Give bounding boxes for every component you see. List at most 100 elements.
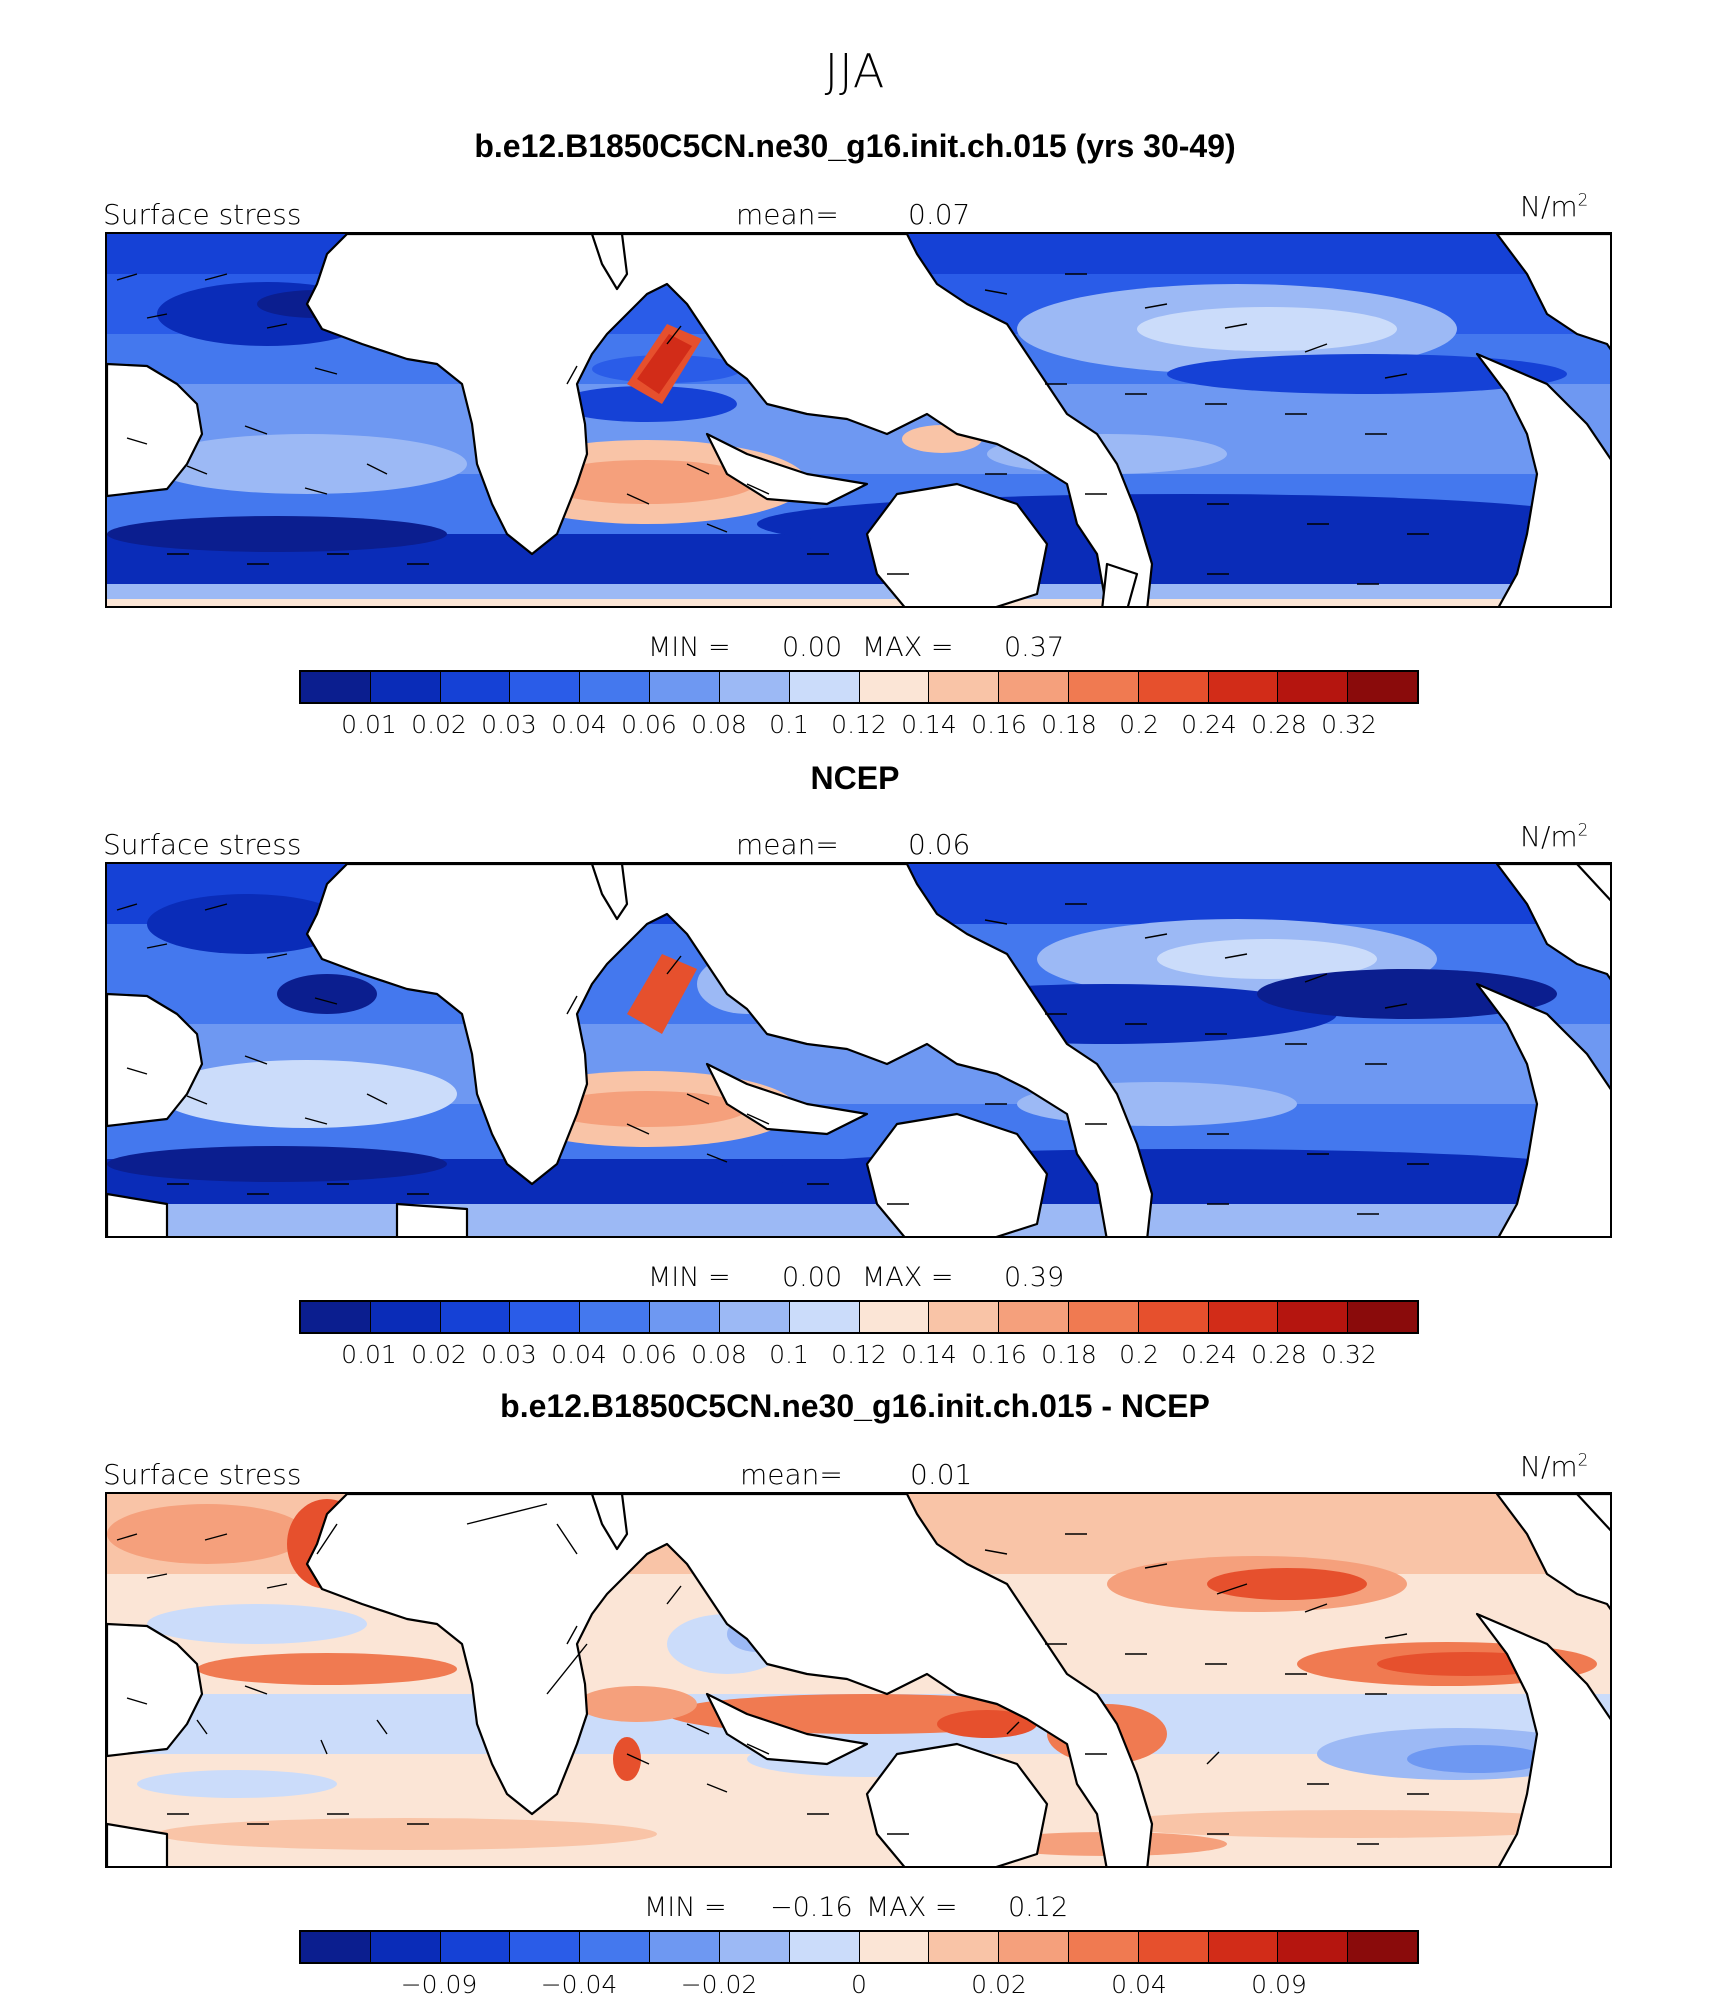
colorbar-ticks: 0.01 0.02 0.03 0.04 0.06 0.08 0.1 0.12 0.14 0.16 0… bbox=[299, 1340, 1419, 1374]
colorbar-swatch bbox=[370, 1302, 441, 1332]
colorbar-tick-label: 0.32 bbox=[1321, 1340, 1377, 1369]
panel-min-label: MIN = bbox=[644, 1892, 727, 1923]
colorbar-tick-label: 0.2 bbox=[1119, 710, 1159, 739]
colorbar-swatch bbox=[580, 1932, 651, 1962]
colorbar-swatch bbox=[1348, 1932, 1417, 1962]
colorbar-tick-label: −0.04 bbox=[540, 1970, 618, 1999]
panel-title-obs: NCEP bbox=[810, 760, 900, 796]
colorbar-ticks: −0.09 −0.04 −0.02 0 0.02 0.04 0.09 bbox=[299, 1970, 1419, 2004]
colorbar-swatch bbox=[301, 1302, 371, 1332]
colorbar-tick-label: 0.24 bbox=[1181, 710, 1237, 739]
colorbar-swatch bbox=[650, 672, 720, 702]
colorbar-tick-label: 0.02 bbox=[411, 710, 467, 739]
colorbar-swatch bbox=[370, 1932, 441, 1962]
landmass bbox=[107, 234, 1610, 606]
colorbar-tick-label: 0.08 bbox=[691, 710, 747, 739]
colorbar-swatch bbox=[719, 1932, 790, 1962]
colorbar-swatch bbox=[440, 672, 511, 702]
colorbar-swatch bbox=[1138, 672, 1209, 702]
colorbar-tick-label: 0.16 bbox=[971, 710, 1027, 739]
colorbar-swatch bbox=[510, 672, 581, 702]
panel-max-value: 0.12 bbox=[1008, 1892, 1069, 1923]
colorbar-swatch bbox=[301, 1932, 371, 1962]
panel-title-diff: b.e12.B1850C5CN.ne30_g16.init.ch.015 - N… bbox=[500, 1388, 1210, 1424]
panel-mean-value: 0.01 bbox=[910, 1458, 973, 1491]
panel-variable-label: Surface stress bbox=[103, 828, 302, 861]
map-panel-model bbox=[105, 232, 1612, 608]
colorbar-tick-label: 0.24 bbox=[1181, 1340, 1237, 1369]
panel-max-label: MAX = bbox=[862, 1262, 954, 1293]
colorbar-tick-label: 0.16 bbox=[971, 1340, 1027, 1369]
colorbar-tick-label: 0.1 bbox=[769, 710, 809, 739]
colorbar-swatch bbox=[510, 1302, 581, 1332]
colorbar-tick-label: 0.2 bbox=[1119, 1340, 1159, 1369]
colorbar bbox=[299, 1930, 1419, 1964]
colorbar-tick-label: 0.14 bbox=[901, 1340, 957, 1369]
colorbar-tick-label: 0.04 bbox=[1111, 1970, 1167, 1999]
colorbar-swatch bbox=[440, 1932, 511, 1962]
colorbar-tick-label: 0.12 bbox=[831, 1340, 887, 1369]
colorbar-tick-label: 0.03 bbox=[481, 1340, 537, 1369]
colorbar-swatch bbox=[580, 672, 651, 702]
panel-variable-label: Surface stress bbox=[103, 1458, 302, 1491]
colorbar bbox=[299, 670, 1419, 704]
colorbar-swatch bbox=[719, 1302, 790, 1332]
map-panel-diff bbox=[105, 1492, 1612, 1868]
colorbar-tick-label: 0.28 bbox=[1251, 1340, 1307, 1369]
panel-units: N/m2 bbox=[1520, 1449, 1589, 1483]
colorbar-tick-label: 0.12 bbox=[831, 710, 887, 739]
panel-min-value: 0.00 bbox=[782, 632, 843, 663]
panel-variable-label: Surface stress bbox=[103, 198, 302, 231]
colorbar-swatch bbox=[1138, 1932, 1209, 1962]
colorbar-ticks: 0.01 0.02 0.03 0.04 0.06 0.08 0.1 0.12 0.14 0.16 0… bbox=[299, 710, 1419, 744]
colorbar-swatch bbox=[1208, 1932, 1279, 1962]
colorbar-swatch bbox=[650, 1302, 720, 1332]
panel-max-value: 0.39 bbox=[1004, 1262, 1065, 1293]
colorbar-swatch bbox=[1348, 672, 1417, 702]
colorbar-swatch bbox=[789, 672, 860, 702]
colorbar-tick-label: 0.02 bbox=[411, 1340, 467, 1369]
landmass bbox=[107, 1494, 1610, 1866]
panel-title-model: b.e12.B1850C5CN.ne30_g16.init.ch.015 (yr… bbox=[474, 128, 1236, 164]
colorbar-tick-label: −0.02 bbox=[680, 1970, 758, 1999]
colorbar-swatch bbox=[1068, 1932, 1139, 1962]
panel-min-label: MIN = bbox=[648, 632, 731, 663]
colorbar-swatch bbox=[929, 672, 1000, 702]
colorbar-swatch bbox=[1208, 672, 1279, 702]
colorbar-tick-label: 0.01 bbox=[341, 710, 397, 739]
colorbar-swatch bbox=[1138, 1302, 1209, 1332]
panel-mean-label: mean= bbox=[736, 828, 839, 861]
colorbar-swatch bbox=[1068, 672, 1139, 702]
panel-max-label: MAX = bbox=[862, 632, 954, 663]
colorbar bbox=[299, 1300, 1419, 1334]
colorbar-tick-label: 0.14 bbox=[901, 710, 957, 739]
wind-vectors bbox=[116, 1503, 1429, 1845]
figure-title: JJA bbox=[824, 44, 886, 98]
colorbar-swatch bbox=[719, 672, 790, 702]
colorbar-tick-label: 0 bbox=[851, 1970, 867, 1999]
panel-mean-label: mean= bbox=[740, 1458, 843, 1491]
colorbar-tick-label: 0.08 bbox=[691, 1340, 747, 1369]
colorbar-tick-label: 0.04 bbox=[551, 1340, 607, 1369]
colorbar-swatch bbox=[929, 1932, 1000, 1962]
colorbar-swatch bbox=[580, 1302, 651, 1332]
colorbar-tick-label: 0.09 bbox=[1251, 1970, 1307, 1999]
colorbar-tick-label: 0.32 bbox=[1321, 710, 1377, 739]
colorbar-tick-label: 0.02 bbox=[971, 1970, 1027, 1999]
colorbar-swatch bbox=[510, 1932, 581, 1962]
colorbar-swatch bbox=[1068, 1302, 1139, 1332]
colorbar-swatch bbox=[650, 1932, 720, 1962]
panel-mean-value: 0.06 bbox=[908, 828, 971, 861]
colorbar-swatch bbox=[1278, 1932, 1349, 1962]
panel-units: N/m2 bbox=[1520, 819, 1589, 853]
map-panel-obs bbox=[105, 862, 1612, 1238]
panel-mean-value: 0.07 bbox=[908, 198, 971, 231]
colorbar-swatch bbox=[859, 1302, 930, 1332]
colorbar-swatch bbox=[1278, 672, 1349, 702]
colorbar-tick-label: 0.1 bbox=[769, 1340, 809, 1369]
colorbar-swatch bbox=[999, 672, 1069, 702]
colorbar-swatch bbox=[440, 1302, 511, 1332]
colorbar-swatch bbox=[929, 1302, 1000, 1332]
panel-max-label: MAX = bbox=[866, 1892, 958, 1923]
colorbar-swatch bbox=[1208, 1302, 1279, 1332]
